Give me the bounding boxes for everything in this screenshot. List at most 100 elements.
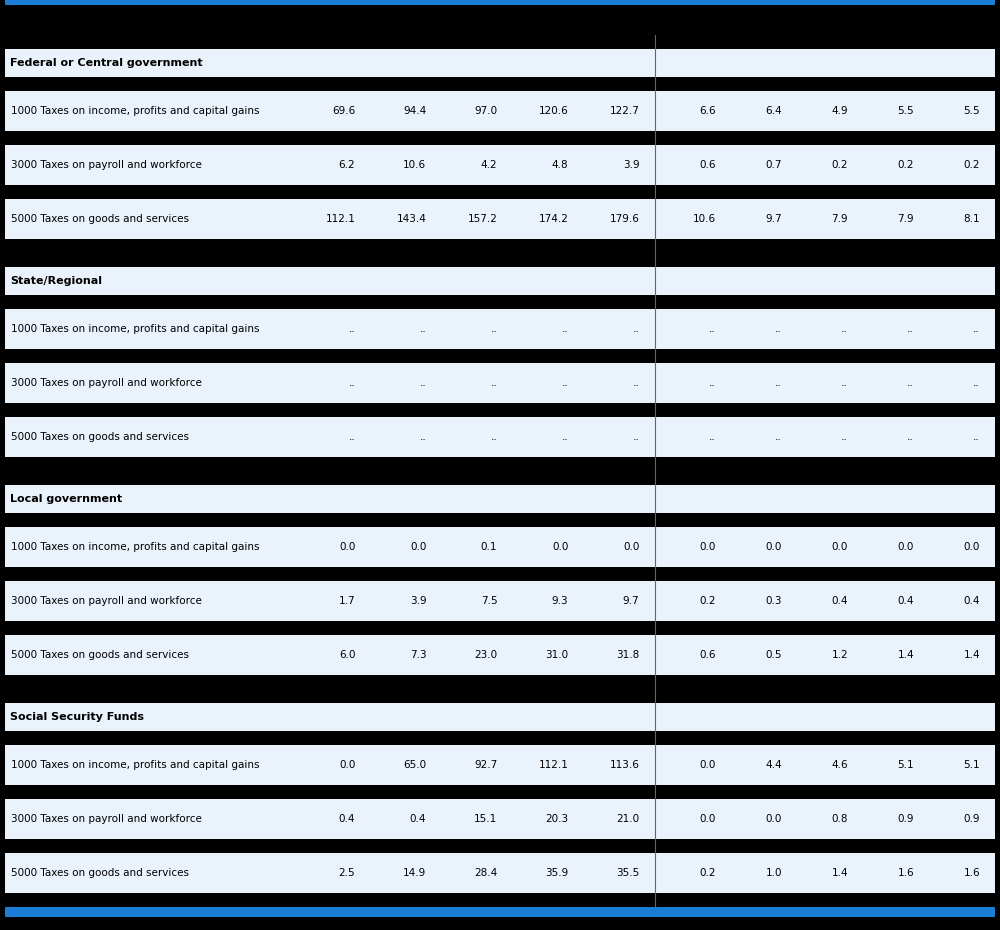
Text: Federal or Central government: Federal or Central government	[10, 58, 203, 68]
Text: 7.5: 7.5	[481, 596, 497, 606]
Text: 0.0: 0.0	[700, 760, 716, 770]
Bar	[5, 131, 995, 145]
Bar	[5, 893, 995, 907]
Text: 15.1: 15.1	[474, 814, 497, 824]
Text: 7.9: 7.9	[831, 214, 848, 224]
Text: 1000 Taxes on income, profits and capital gains: 1000 Taxes on income, profits and capita…	[11, 324, 260, 334]
Text: ..: ..	[420, 324, 426, 334]
Bar	[5, 0, 995, 5]
Bar	[5, 567, 995, 581]
Text: ..: ..	[841, 324, 848, 334]
Text: 69.6: 69.6	[332, 106, 355, 116]
Bar	[5, 253, 995, 267]
Bar	[5, 675, 995, 689]
Text: 4.6: 4.6	[831, 760, 848, 770]
Text: 112.1: 112.1	[325, 214, 355, 224]
Bar	[5, 527, 995, 567]
Text: 4.4: 4.4	[765, 760, 782, 770]
Bar	[5, 403, 995, 417]
Text: ..: ..	[973, 432, 980, 442]
Text: 5.5: 5.5	[963, 106, 980, 116]
Bar	[5, 745, 995, 785]
Bar	[5, 199, 995, 239]
Text: 92.7: 92.7	[474, 760, 497, 770]
Text: 0.4: 0.4	[410, 814, 426, 824]
Bar	[5, 91, 995, 131]
Text: 1000 Taxes on income, profits and capital gains: 1000 Taxes on income, profits and capita…	[11, 542, 260, 552]
Bar	[5, 349, 995, 363]
Bar	[5, 635, 995, 675]
Bar	[5, 839, 995, 853]
Text: ..: ..	[775, 324, 782, 334]
Text: 65.0: 65.0	[403, 760, 426, 770]
Bar	[5, 457, 995, 471]
Text: ..: ..	[907, 432, 914, 442]
Text: ..: ..	[491, 378, 497, 388]
Bar	[5, 485, 995, 513]
Text: 4.2: 4.2	[481, 160, 497, 170]
Text: ..: ..	[709, 378, 716, 388]
Bar	[5, 5, 995, 35]
Text: 0.0: 0.0	[700, 814, 716, 824]
Text: 0.0: 0.0	[766, 542, 782, 552]
Text: ..: ..	[491, 324, 497, 334]
Bar	[5, 689, 995, 703]
Text: 10.6: 10.6	[403, 160, 426, 170]
Text: 6.0: 6.0	[339, 650, 355, 660]
Text: 9.3: 9.3	[552, 596, 568, 606]
Text: 3.9: 3.9	[410, 596, 426, 606]
Text: 1.4: 1.4	[897, 650, 914, 660]
Text: 7.3: 7.3	[410, 650, 426, 660]
Text: 6.2: 6.2	[339, 160, 355, 170]
Text: 0.3: 0.3	[766, 596, 782, 606]
Text: 174.2: 174.2	[538, 214, 568, 224]
Text: 3000 Taxes on payroll and workforce: 3000 Taxes on payroll and workforce	[11, 596, 202, 606]
Text: 5000 Taxes on goods and services: 5000 Taxes on goods and services	[11, 650, 189, 660]
Text: 23.0: 23.0	[474, 650, 497, 660]
Text: 14.9: 14.9	[403, 868, 426, 878]
Text: 0.0: 0.0	[339, 760, 355, 770]
Bar	[5, 513, 995, 527]
Text: 0.8: 0.8	[832, 814, 848, 824]
Text: 112.1: 112.1	[538, 760, 568, 770]
Text: 20.3: 20.3	[545, 814, 568, 824]
Text: ..: ..	[775, 432, 782, 442]
Text: 0.4: 0.4	[339, 814, 355, 824]
Text: 113.6: 113.6	[609, 760, 639, 770]
Text: 179.6: 179.6	[609, 214, 639, 224]
Text: ..: ..	[633, 324, 639, 334]
Text: 0.2: 0.2	[832, 160, 848, 170]
Bar	[5, 309, 995, 349]
Text: 28.4: 28.4	[474, 868, 497, 878]
Bar	[5, 185, 995, 199]
Text: 2.5: 2.5	[339, 868, 355, 878]
Text: 9.7: 9.7	[765, 214, 782, 224]
Bar	[5, 363, 995, 403]
Text: 0.0: 0.0	[766, 814, 782, 824]
Text: 0.0: 0.0	[623, 542, 639, 552]
Bar	[5, 77, 995, 91]
Text: 1.7: 1.7	[339, 596, 355, 606]
Text: 0.9: 0.9	[898, 814, 914, 824]
Text: ..: ..	[562, 378, 568, 388]
Text: 1000 Taxes on income, profits and capital gains: 1000 Taxes on income, profits and capita…	[11, 106, 260, 116]
Text: 0.1: 0.1	[481, 542, 497, 552]
Text: 7.9: 7.9	[897, 214, 914, 224]
Text: 0.7: 0.7	[766, 160, 782, 170]
Text: ..: ..	[709, 432, 716, 442]
Text: 5000 Taxes on goods and services: 5000 Taxes on goods and services	[11, 214, 189, 224]
Bar	[5, 785, 995, 799]
Text: ..: ..	[349, 432, 355, 442]
Text: 157.2: 157.2	[467, 214, 497, 224]
Bar	[5, 417, 995, 457]
Text: 5.1: 5.1	[897, 760, 914, 770]
Text: 122.7: 122.7	[609, 106, 639, 116]
Text: 1.4: 1.4	[831, 868, 848, 878]
Text: 0.4: 0.4	[832, 596, 848, 606]
Text: 3.9: 3.9	[623, 160, 639, 170]
Text: ..: ..	[907, 378, 914, 388]
Bar	[5, 581, 995, 621]
Text: 94.4: 94.4	[403, 106, 426, 116]
Bar	[5, 295, 995, 309]
Text: 1000 Taxes on income, profits and capital gains: 1000 Taxes on income, profits and capita…	[11, 760, 260, 770]
